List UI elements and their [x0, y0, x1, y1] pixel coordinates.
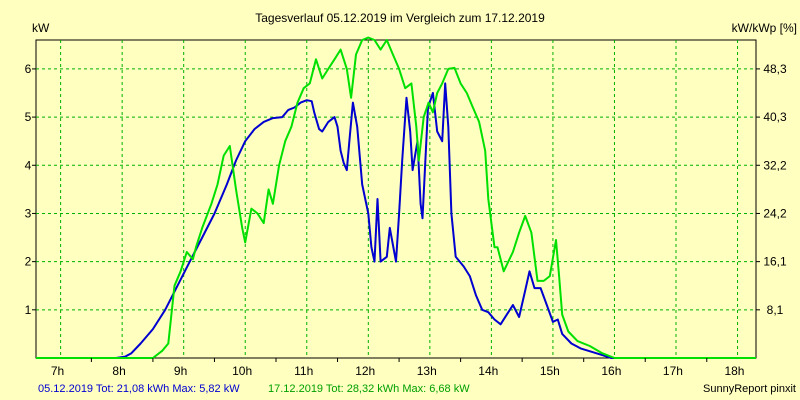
x-tick-label: 9h [174, 364, 187, 378]
y-axis-left-label: kW [32, 21, 50, 35]
footer-series1-summary: 05.12.2019 Tot: 21,08 kWh Max: 5,82 kW [38, 383, 240, 395]
chart-title: Tagesverlauf 05.12.2019 im Vergleich zum… [255, 11, 545, 25]
x-tick-label: 16h [601, 364, 621, 378]
y-axis-right-label: kW/kWp [%] [732, 21, 797, 35]
footer-credit: SunnyReport pinxit [703, 383, 796, 395]
y-right-tick-label: 24,2 [763, 206, 787, 220]
x-tick-label: 7h [51, 364, 64, 378]
x-tick-label: 17h [663, 364, 683, 378]
y-left-tick-label: 6 [25, 62, 32, 76]
x-tick-label: 13h [417, 364, 437, 378]
x-tick-label: 10h [232, 364, 252, 378]
x-tick-label: 8h [112, 364, 125, 378]
axes: 7h 8h 9h 10h 11h 12h 13h 14h 15h 16h 17h 18h 1 8,1 2 16… [25, 62, 787, 378]
y-right-tick-label: 16,1 [763, 255, 787, 269]
footer-series2-summary: 17.12.2019 Tot: 28,32 kWh Max: 6,68 kW [268, 383, 470, 395]
x-tick-label: 14h [478, 364, 498, 378]
y-left-tick-label: 1 [25, 303, 32, 317]
x-tick-label: 15h [540, 364, 560, 378]
series-line-17-12-2019 [36, 36, 756, 359]
y-left-tick-label: 5 [25, 110, 32, 124]
x-tick-label: 11h [294, 364, 313, 378]
y-left-tick-label: 2 [25, 255, 32, 269]
y-right-tick-label: 8,1 [767, 303, 784, 317]
series-line-05-12-2019 [36, 82, 756, 359]
y-right-tick-label: 32,2 [763, 158, 787, 172]
y-right-tick-label: 48,3 [763, 62, 787, 76]
x-tick-label: 12h [355, 364, 375, 378]
plot-area [35, 39, 757, 359]
x-tick-label: 18h [724, 364, 744, 378]
y-right-tick-label: 40,3 [763, 110, 787, 124]
y-left-tick-label: 4 [25, 158, 32, 172]
y-left-tick-label: 3 [25, 206, 32, 220]
grid [36, 40, 756, 358]
series-layer [36, 36, 756, 359]
